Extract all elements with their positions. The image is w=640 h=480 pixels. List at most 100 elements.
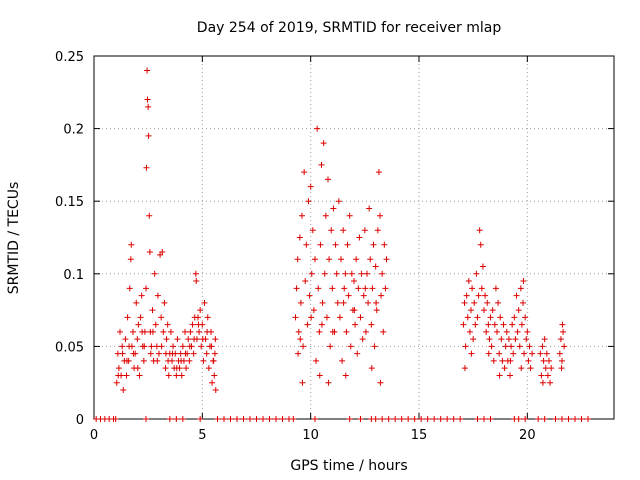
data-point <box>529 350 536 357</box>
data-point <box>499 357 506 364</box>
data-point <box>290 416 297 422</box>
data-point <box>511 314 518 321</box>
data-point <box>544 372 551 379</box>
data-point <box>149 328 156 335</box>
data-point <box>372 263 379 270</box>
data-point <box>169 350 176 357</box>
data-point <box>344 241 351 248</box>
data-point <box>247 416 253 422</box>
data-point <box>513 292 520 299</box>
data-point <box>326 256 333 263</box>
data-points <box>93 67 591 422</box>
data-point <box>145 132 152 139</box>
axis-ticks: 0 5 10 15 20 0 0.05 0.1 0.15 0.2 0.25 <box>55 50 614 443</box>
data-point <box>444 416 451 422</box>
data-point <box>191 336 198 343</box>
data-point <box>174 336 181 343</box>
x-tick-label: 5 <box>198 428 206 443</box>
data-point <box>540 357 547 364</box>
data-point <box>330 205 337 212</box>
data-point <box>309 227 316 234</box>
data-point <box>145 103 152 110</box>
data-point <box>308 314 315 321</box>
data-point <box>478 285 485 292</box>
data-point <box>167 328 174 335</box>
data-point <box>117 328 123 335</box>
data-point <box>201 299 208 306</box>
data-point <box>424 416 431 422</box>
data-point <box>240 416 247 422</box>
data-point <box>357 416 364 422</box>
grid-lines <box>94 56 614 419</box>
data-point <box>279 416 286 422</box>
data-point <box>296 234 303 241</box>
data-point <box>178 357 185 364</box>
data-point <box>315 285 322 292</box>
data-point <box>301 169 308 176</box>
data-point <box>509 321 516 328</box>
data-point <box>322 212 329 219</box>
data-point <box>522 416 529 422</box>
data-point <box>541 416 548 422</box>
data-point <box>373 299 380 306</box>
data-point <box>546 357 552 364</box>
data-point <box>501 365 508 372</box>
data-point <box>165 372 172 379</box>
data-point <box>130 328 136 335</box>
data-point <box>383 256 390 263</box>
data-point <box>348 270 355 277</box>
data-point <box>227 416 234 422</box>
data-point <box>370 241 377 248</box>
data-point <box>141 343 148 350</box>
data-point <box>498 336 505 343</box>
data-point <box>542 365 549 372</box>
data-point <box>321 270 328 277</box>
data-point <box>475 292 482 299</box>
data-point <box>136 372 143 379</box>
data-point <box>154 292 161 299</box>
data-point <box>516 343 523 350</box>
data-point <box>187 328 194 335</box>
data-point <box>481 307 487 314</box>
data-point <box>483 328 490 335</box>
data-point <box>346 416 353 422</box>
data-point <box>319 299 326 306</box>
data-point <box>182 328 188 335</box>
data-point <box>541 336 548 343</box>
data-point <box>520 299 526 306</box>
data-point <box>476 227 483 234</box>
data-point <box>193 278 200 285</box>
data-point <box>481 416 487 422</box>
data-point <box>495 299 502 306</box>
data-point <box>304 321 311 328</box>
data-point <box>325 379 332 386</box>
data-point <box>471 299 478 306</box>
data-point <box>113 379 120 386</box>
data-point <box>152 321 159 328</box>
data-point <box>527 365 534 372</box>
data-point <box>211 372 218 379</box>
data-point <box>173 365 180 372</box>
data-point <box>189 321 196 328</box>
y-tick-label: 0 <box>76 413 84 428</box>
data-point <box>578 416 585 422</box>
data-point <box>163 336 170 343</box>
data-point <box>221 416 227 422</box>
data-point <box>139 328 146 335</box>
data-point <box>354 350 361 357</box>
data-point <box>329 328 336 335</box>
data-point <box>292 314 299 321</box>
data-point <box>585 416 591 422</box>
data-point <box>302 278 309 285</box>
data-point <box>489 307 496 314</box>
data-point <box>154 357 161 364</box>
data-point <box>135 321 142 328</box>
data-point <box>335 198 342 205</box>
data-point <box>374 227 381 234</box>
data-point <box>477 241 484 248</box>
data-point <box>197 307 204 314</box>
data-point <box>318 161 325 168</box>
data-point <box>474 314 481 321</box>
